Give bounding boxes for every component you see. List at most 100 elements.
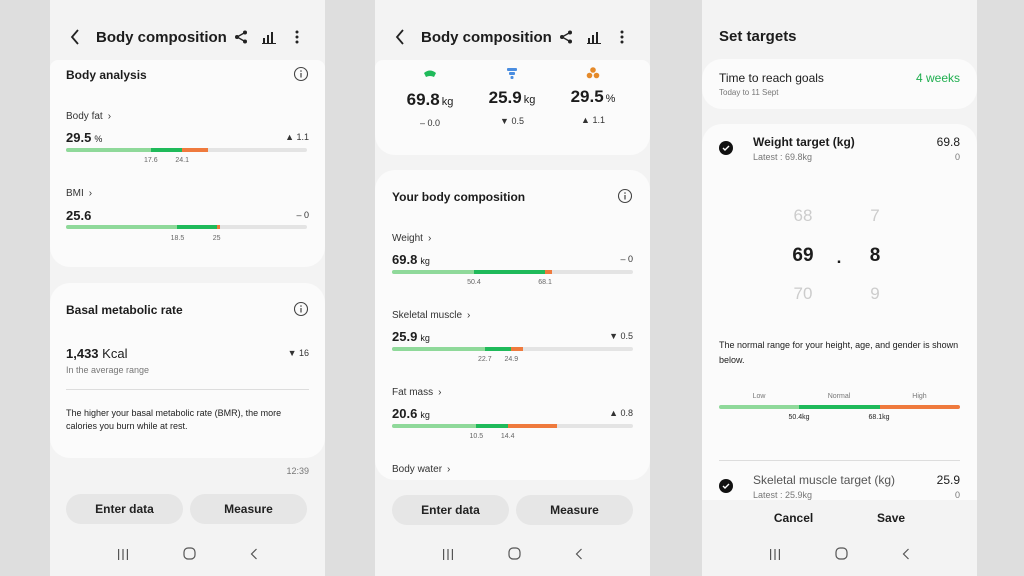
weight-range-bar (392, 270, 633, 274)
fat-mass-range-bar (392, 424, 633, 428)
weight-target-checkbox[interactable] (719, 141, 733, 155)
share-icon[interactable] (227, 26, 255, 48)
more-options-icon[interactable] (283, 26, 311, 48)
range-tick: 24.9 (504, 356, 519, 363)
recent-apps-icon[interactable] (442, 547, 454, 565)
measure-button[interactable]: Measure (516, 495, 633, 525)
home-icon[interactable] (183, 547, 196, 565)
range-tick: 17.6 (144, 157, 158, 164)
app-bar: Body composition (50, 0, 325, 74)
back-button[interactable] (389, 26, 411, 48)
picker-dec-prev: 7 (870, 206, 880, 225)
chart-icon[interactable] (255, 26, 283, 48)
body-water-label: Body water (392, 464, 443, 475)
fat-mass-change: ▲ 0.8 (609, 408, 633, 418)
measure-button[interactable]: Measure (190, 494, 307, 524)
system-nav-bar (50, 536, 325, 576)
back-button[interactable] (64, 26, 86, 48)
range-normal-segment (484, 347, 512, 351)
skeletal-muscle-value: 25.9 kg (392, 329, 430, 344)
bmi-link[interactable]: BMI › (66, 188, 92, 199)
range-normal-segment (473, 270, 546, 274)
body-analysis-card: Body analysis Body fat › 29.5% ▲ 1.1 17.6… (50, 60, 325, 267)
skeletal-muscle-icon (507, 68, 517, 79)
screen-set-targets: Set targets Time to reach goals Today to… (702, 0, 977, 576)
skeletal-muscle-link[interactable]: Skeletal muscle › (392, 310, 470, 321)
action-bar: Cancel Save (702, 500, 977, 536)
back-nav-icon[interactable] (902, 547, 910, 565)
range-normal-segment (150, 148, 183, 152)
system-nav-bar (375, 536, 650, 576)
recent-apps-icon[interactable] (769, 547, 781, 565)
picker-dec-next: 9 (870, 284, 880, 303)
range-tick: 50.4kg (788, 414, 810, 421)
weight-target-zero: 0 (954, 152, 960, 162)
body-fat-range-bar (66, 148, 307, 152)
time-to-goal-row[interactable]: Time to reach goals Today to 11 Sept 4 w… (702, 59, 977, 109)
range-low-segment (392, 347, 485, 351)
skeletal-muscle-change: ▼ 0.5 (609, 331, 633, 341)
info-icon[interactable] (293, 66, 309, 82)
range-tick: 14.4 (500, 433, 515, 440)
skeletal-target-label: Skeletal muscle target (kg) (753, 473, 896, 487)
section-heading: Body analysis (66, 68, 147, 82)
chevron-right-icon: › (467, 310, 471, 321)
range-high-segment (511, 347, 524, 351)
enter-data-button[interactable]: Enter data (66, 494, 183, 524)
back-nav-icon[interactable] (250, 547, 258, 565)
info-icon[interactable] (617, 188, 633, 204)
back-nav-icon[interactable] (575, 547, 583, 565)
range-tick: 68.1kg (868, 414, 890, 421)
range-high-segment (182, 148, 209, 152)
skeletal-target-checkbox[interactable] (719, 479, 733, 493)
summary-skeletal-muscle: 25.9 kg ▼ 0.5 (472, 66, 552, 126)
cancel-button[interactable]: Cancel (773, 511, 814, 525)
bmr-change: ▼ 16 (287, 348, 309, 358)
time-value: 4 weeks (915, 71, 960, 85)
weight-change: – 0 (620, 254, 633, 264)
range-low-segment (392, 270, 474, 274)
body-fat-link[interactable]: Body fat › (66, 111, 111, 122)
chevron-right-icon: › (107, 111, 112, 122)
section-heading: Basal metabolic rate (66, 303, 183, 317)
bmi-label: BMI (66, 188, 84, 199)
info-icon[interactable] (293, 301, 309, 317)
app-bar: Body composition (375, 0, 650, 74)
skeletal-muscle-label: Skeletal muscle (392, 310, 463, 321)
more-options-icon[interactable] (608, 26, 636, 48)
range-tick: 68.1 (538, 279, 552, 286)
enter-data-button[interactable]: Enter data (392, 495, 509, 525)
range-tick: 50.4 (467, 279, 481, 286)
home-icon[interactable] (508, 547, 521, 565)
body-water-link[interactable]: Body water › (392, 464, 450, 475)
picker-separator: . (836, 248, 842, 267)
screen-body-composition-detail: Body composition 69.8 kg – 0.0 25.9 kg ▼ 0… (375, 0, 650, 576)
range-high-label: High (912, 393, 927, 400)
range-low-label: Low (752, 393, 766, 400)
chevron-right-icon: › (447, 464, 451, 475)
range-tick: 24.1 (175, 157, 189, 164)
recent-apps-icon[interactable] (117, 547, 129, 565)
divider (66, 389, 309, 390)
save-button[interactable]: Save (877, 511, 906, 525)
bmr-subtitle: In the average range (66, 365, 150, 375)
chevron-right-icon: › (88, 188, 93, 199)
home-icon[interactable] (835, 547, 848, 565)
bmr-card: Basal metabolic rate 1,433 Kcal ▼ 16 In … (50, 283, 325, 458)
bmr-value: 1,433 Kcal (66, 346, 128, 361)
body-fat-value: 29.5% (66, 130, 103, 145)
body-fat-label: Body fat (66, 111, 103, 122)
fat-mass-link[interactable]: Fat mass › (392, 387, 441, 398)
page-title: Body composition (96, 28, 227, 46)
fat-mass-label: Fat mass (392, 387, 434, 398)
range-high-segment (507, 424, 558, 428)
chevron-right-icon: › (427, 233, 432, 244)
weight-value: 69.8 kg (392, 252, 430, 267)
skeletal-target-zero: 0 (954, 490, 960, 500)
chart-icon[interactable] (580, 26, 608, 48)
share-icon[interactable] (552, 26, 580, 48)
weight-link[interactable]: Weight › (392, 233, 431, 244)
range-low-segment (392, 424, 477, 428)
system-nav-bar (702, 536, 977, 576)
divider (719, 460, 960, 461)
